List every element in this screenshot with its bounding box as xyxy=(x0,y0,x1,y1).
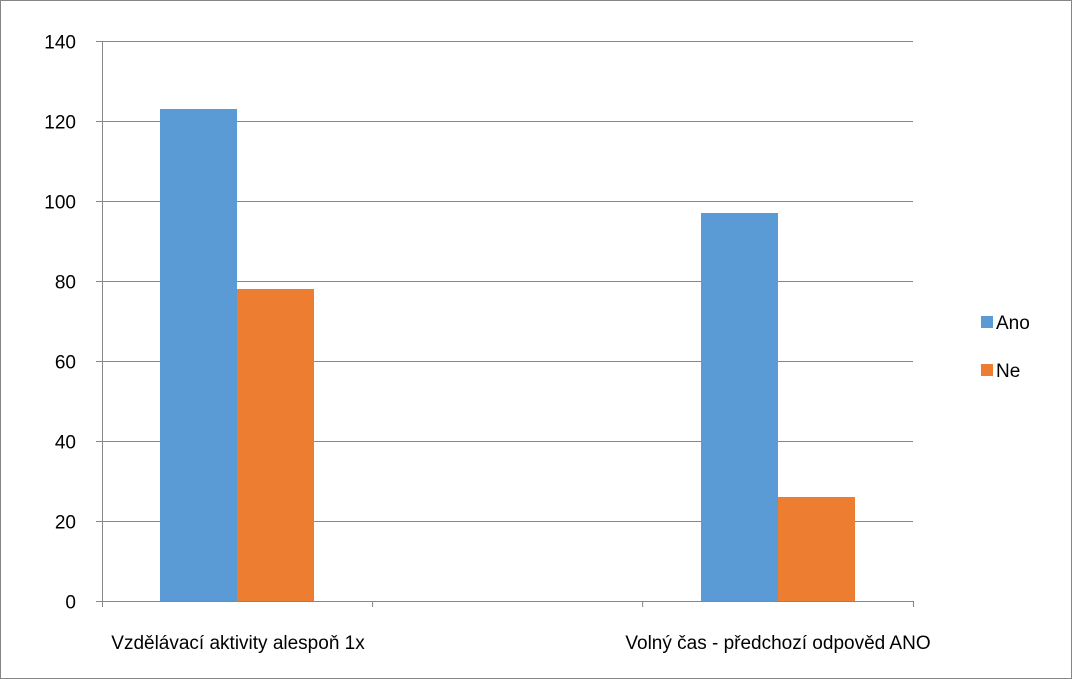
legend-swatch-ano xyxy=(981,316,993,328)
legend-label-ano: Ano xyxy=(996,313,1030,334)
legend-label-ne: Ne xyxy=(996,361,1020,382)
y-tick-label: 0 xyxy=(65,593,76,614)
y-tick-label: 20 xyxy=(55,513,76,534)
bar-ano-2 xyxy=(701,213,778,601)
y-tick-label: 100 xyxy=(44,193,76,214)
bar-ne-2 xyxy=(778,497,855,601)
y-tick-label: 120 xyxy=(44,113,76,134)
y-tick-label: 140 xyxy=(44,33,76,54)
y-tick-label: 80 xyxy=(55,273,76,294)
legend-swatch-ne xyxy=(981,364,993,376)
bar-ne-1 xyxy=(237,289,314,601)
category-label: Volný čas - předchozí odpověd ANO xyxy=(625,633,930,654)
y-tick-label: 40 xyxy=(55,433,76,454)
y-tick-label: 60 xyxy=(55,353,76,374)
category-label: Vzdělávací aktivity alespoň 1x xyxy=(111,633,365,654)
bar-ano-1 xyxy=(160,109,237,601)
